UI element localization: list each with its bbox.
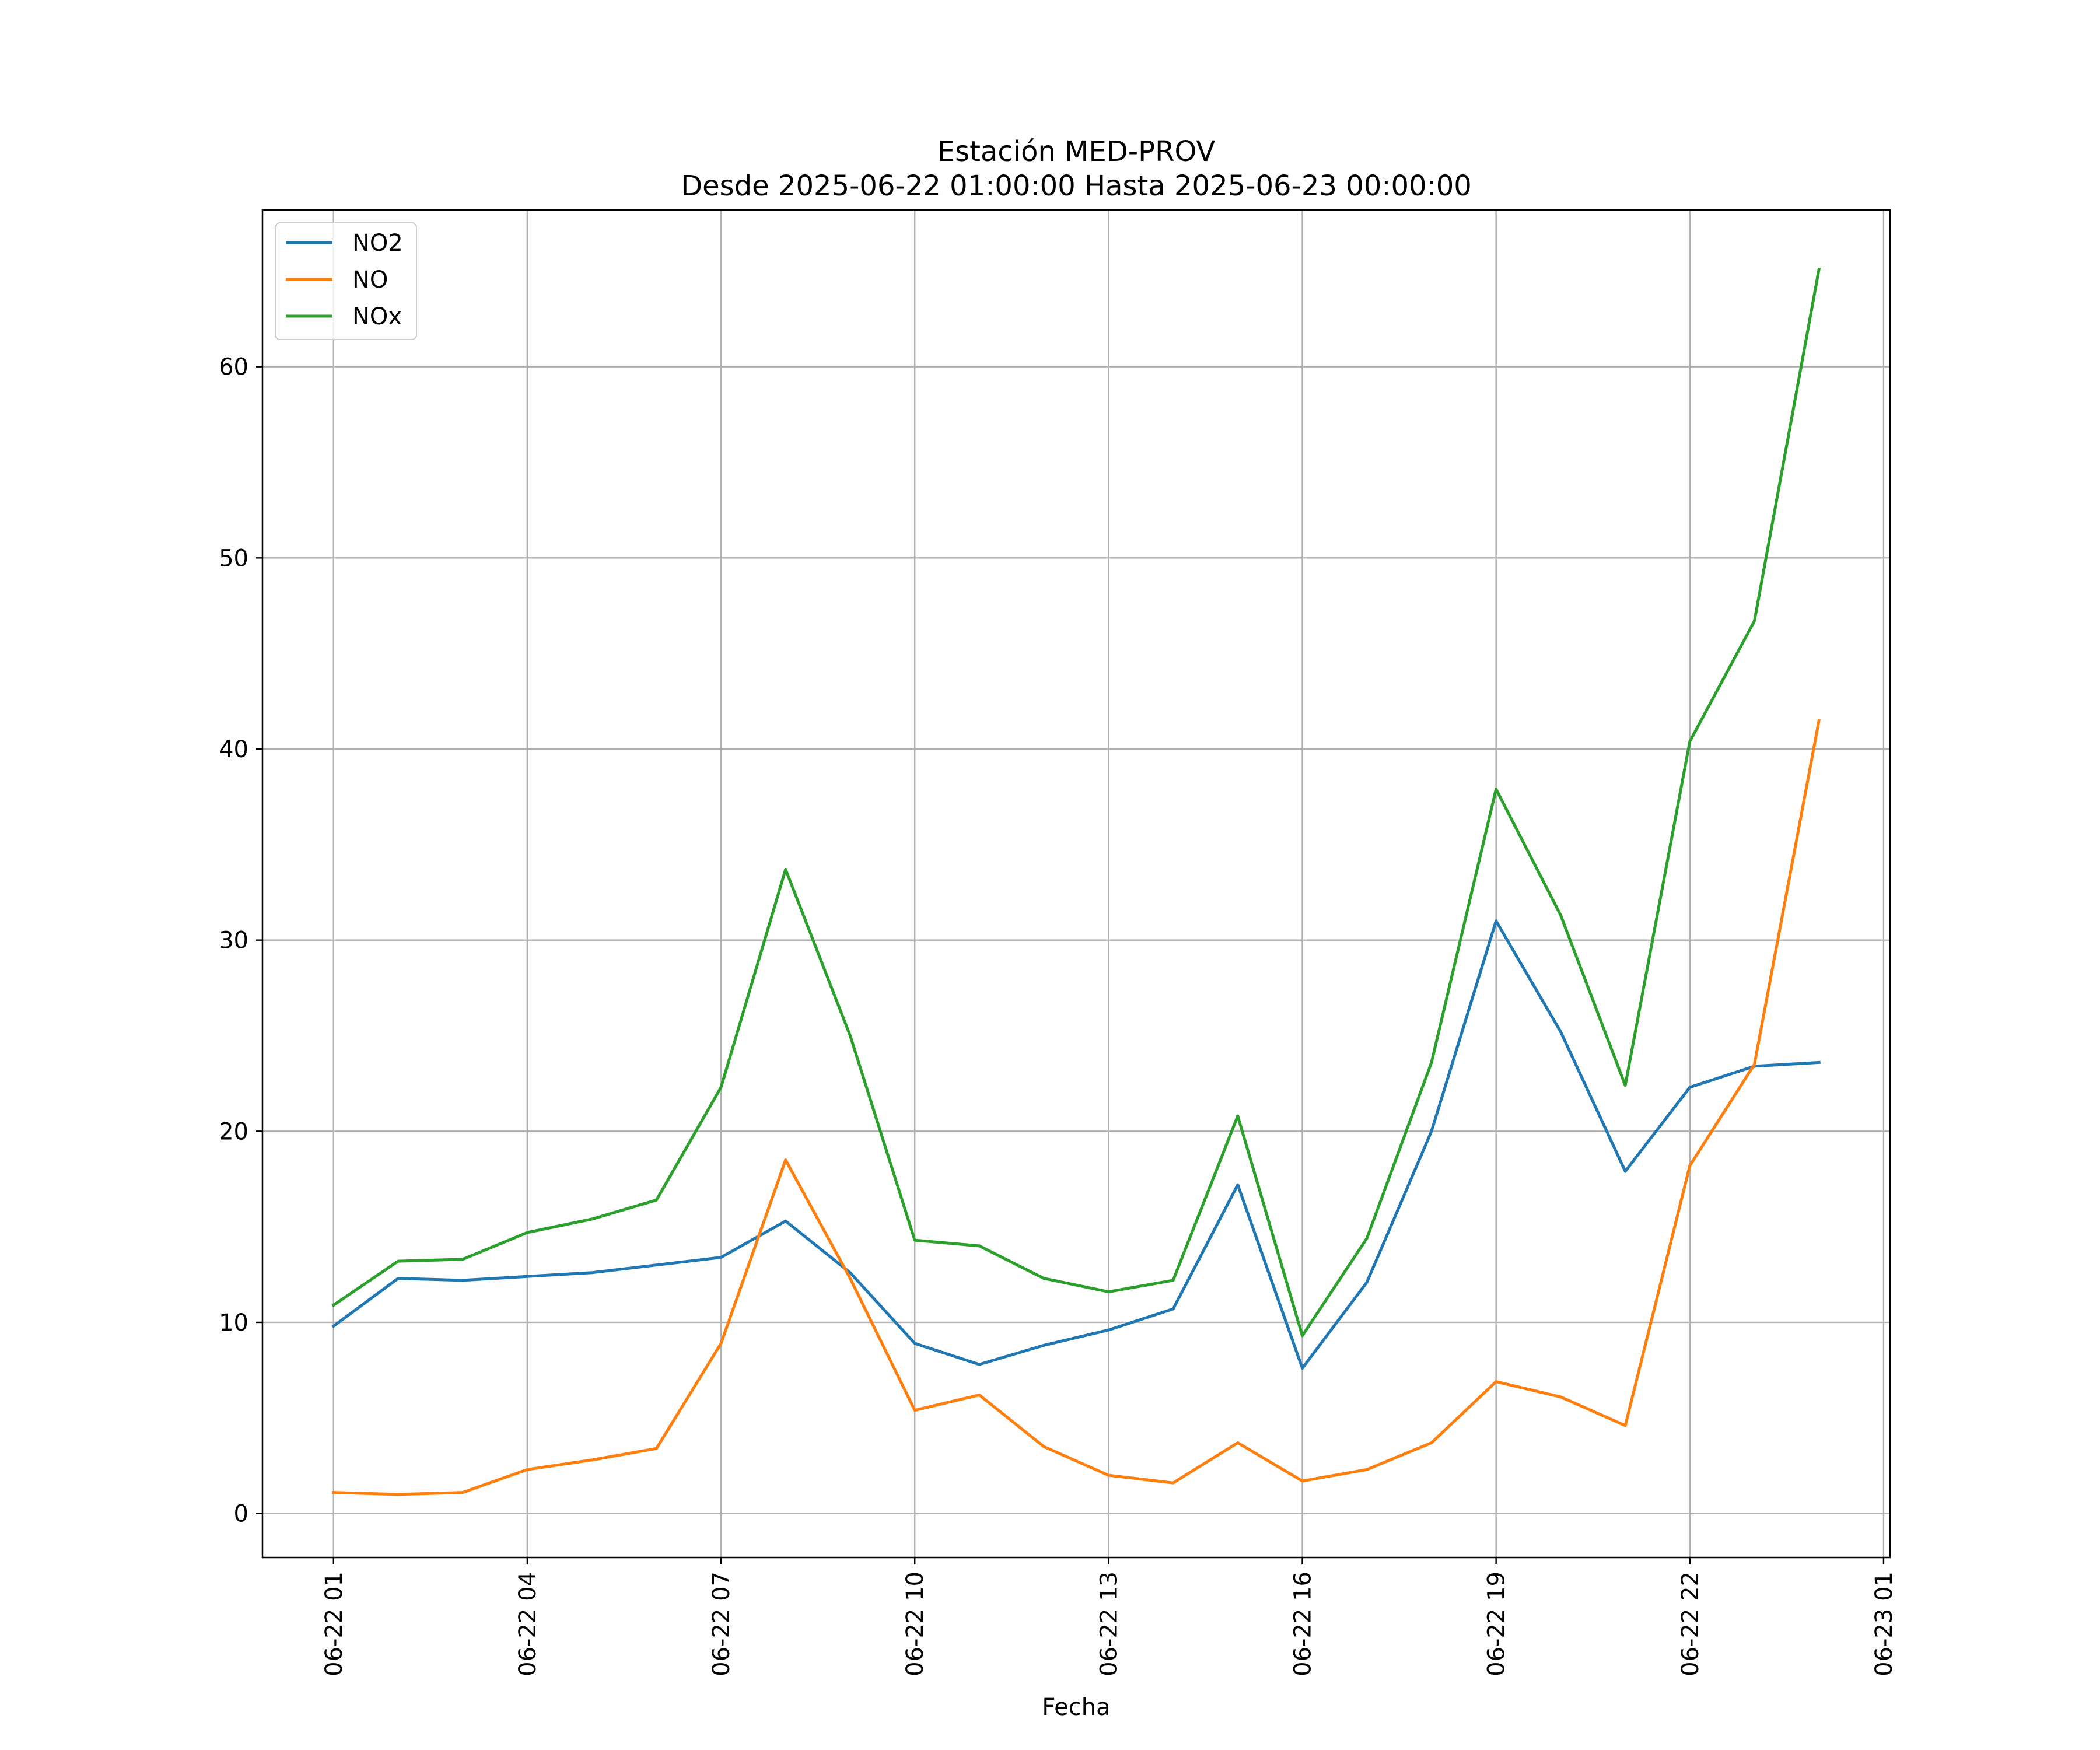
y-tick-label: 50 <box>219 545 249 572</box>
y-tick-label: 20 <box>219 1118 249 1145</box>
y-tick-label: 0 <box>234 1501 249 1528</box>
axis-ticks: 0 10 20 30 40 50 60 06-22 01 06-22 04 06-22 07 06-… <box>219 354 1898 1676</box>
grid <box>262 210 1890 1558</box>
plot-frame <box>261 209 1891 1559</box>
legend-box <box>275 222 417 340</box>
legend-label-nox: NOx <box>352 303 402 330</box>
series-line-no <box>332 718 1821 1496</box>
chart-subtitle: Desde 2025-06-22 01:00:00 Hasta 2025-06-… <box>681 170 1472 202</box>
x-tick-label: 06-22 07 <box>708 1572 735 1676</box>
x-tick-label: 06-22 13 <box>1096 1572 1122 1676</box>
x-tick-label: 06-22 04 <box>514 1572 541 1676</box>
x-tick-label: 06-23 01 <box>1871 1572 1898 1676</box>
legend-label-no: NO <box>352 267 388 293</box>
x-tick-label: 06-22 22 <box>1677 1572 1704 1676</box>
series-line-no2 <box>331 919 1821 1370</box>
legend-label-no2: NO2 <box>352 230 403 257</box>
x-tick-label: 06-22 01 <box>321 1572 348 1676</box>
y-tick-label: 60 <box>219 354 249 381</box>
x-tick-label: 06-22 16 <box>1290 1572 1317 1676</box>
chart-title: Estación MED-PROV <box>937 135 1216 168</box>
legend: NO2 NO NOx <box>275 222 417 340</box>
series-lines <box>331 267 1821 1496</box>
y-tick-label: 10 <box>219 1310 249 1336</box>
y-tick-label: 30 <box>219 928 249 954</box>
x-tick-label: 06-22 19 <box>1483 1572 1510 1676</box>
x-tick-label: 06-22 10 <box>902 1572 929 1676</box>
x-axis-label: Fecha <box>1042 1694 1110 1721</box>
series-line-nox <box>331 267 1821 1338</box>
y-tick-label: 40 <box>219 736 249 763</box>
